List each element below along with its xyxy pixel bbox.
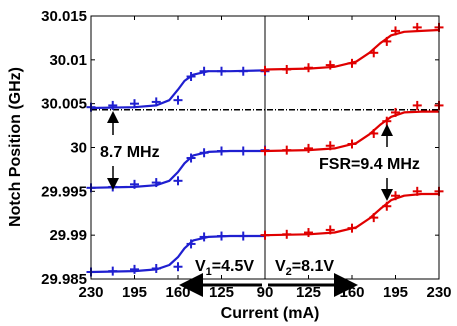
data-point-marker [238, 231, 248, 241]
fsr-annotation: FSR=9.4 MHz [319, 124, 420, 201]
y-tick-label: 29.985 [41, 271, 87, 288]
data-point-marker [347, 139, 357, 149]
data-point-marker [199, 66, 209, 76]
v1-annotation: V1=4.5V [179, 258, 262, 297]
data-point-marker [217, 231, 226, 241]
y-axis-label: Notch Position (GHz) [7, 67, 24, 227]
data-point-marker [151, 97, 161, 107]
data-point-marker [347, 223, 357, 233]
fsr-label: FSR=9.4 MHz [319, 156, 420, 173]
data-point-marker [130, 179, 139, 189]
fit-line-series-5 [264, 110, 439, 153]
data-point-marker [369, 213, 379, 223]
y-tick-label: 29.99 [49, 227, 87, 244]
data-point-marker [325, 60, 335, 70]
x-tick-label: 125 [296, 284, 321, 301]
v2-label: V2=8.1V [275, 258, 334, 278]
x-tick-label: 160 [339, 284, 364, 301]
data-point-marker [173, 176, 183, 186]
data-point-marker [282, 145, 292, 155]
data-point-marker [369, 48, 379, 58]
data-point-marker [282, 229, 292, 239]
data-point-marker [108, 266, 118, 276]
data-point-marker [282, 64, 292, 74]
data-point-marker [238, 146, 248, 156]
x-tick-label: 195 [122, 284, 147, 301]
data-point-marker [391, 26, 400, 36]
data-point-marker [304, 143, 313, 153]
data-point-marker [412, 100, 422, 110]
x-tick-label: 90 [257, 284, 274, 301]
fit-line-series-6 [264, 28, 440, 71]
data-point-marker [347, 58, 357, 68]
data-point-marker [260, 65, 270, 75]
y-tick-label: 30.005 [41, 96, 87, 113]
data-point-marker [382, 201, 392, 211]
data-point-marker [325, 141, 335, 151]
data-point-marker [217, 66, 226, 76]
x-tick-label: 160 [165, 284, 190, 301]
fit-line-series-4 [264, 192, 439, 237]
data-point-marker [412, 186, 422, 196]
v2-annotation: V2=8.1V [268, 258, 358, 297]
x-tick-label: 230 [426, 284, 451, 301]
y-tick-label: 29.995 [41, 183, 87, 200]
data-point-marker [186, 71, 196, 81]
data-point-marker [199, 148, 209, 158]
v1-label: V1=4.5V [195, 258, 254, 278]
data-point-marker [238, 66, 248, 76]
data-point-marker [186, 153, 196, 163]
data-point-marker [173, 95, 183, 105]
data-point-marker [151, 263, 161, 273]
data-point-marker [260, 146, 270, 156]
data-point-marker [391, 107, 400, 117]
y-tick-layer: 30.015 30.01 30.005 30 29.995 29.99 29.985 [41, 8, 439, 288]
data-point-marker [217, 146, 226, 156]
series-layer [86, 22, 444, 277]
data-point-marker [130, 99, 139, 109]
x-tick-label: 125 [209, 284, 234, 301]
data-point-marker [151, 178, 161, 188]
data-point-marker [304, 228, 313, 238]
y-tick-label: 30.015 [41, 8, 87, 25]
x-tick-label: 230 [78, 284, 103, 301]
data-point-marker [325, 225, 335, 235]
x-axis-label: Current (mA) [221, 305, 320, 322]
data-point-marker [130, 264, 139, 274]
data-point-marker [260, 230, 270, 240]
x-tick-label: 195 [383, 284, 408, 301]
notch-spacing-annotation: 8.7 MHz [100, 111, 160, 190]
data-point-marker [412, 22, 422, 32]
y-tick-label: 30.01 [49, 52, 87, 69]
notch-spacing-label: 8.7 MHz [100, 144, 160, 161]
y-tick-label: 30 [70, 140, 87, 157]
data-point-marker [304, 63, 313, 73]
data-point-marker [186, 239, 196, 249]
data-point-marker [369, 128, 379, 138]
data-point-marker [199, 232, 209, 242]
plot-frame [90, 15, 440, 280]
data-point-marker [108, 100, 118, 110]
data-point-marker [382, 36, 392, 46]
data-point-marker [173, 262, 183, 272]
